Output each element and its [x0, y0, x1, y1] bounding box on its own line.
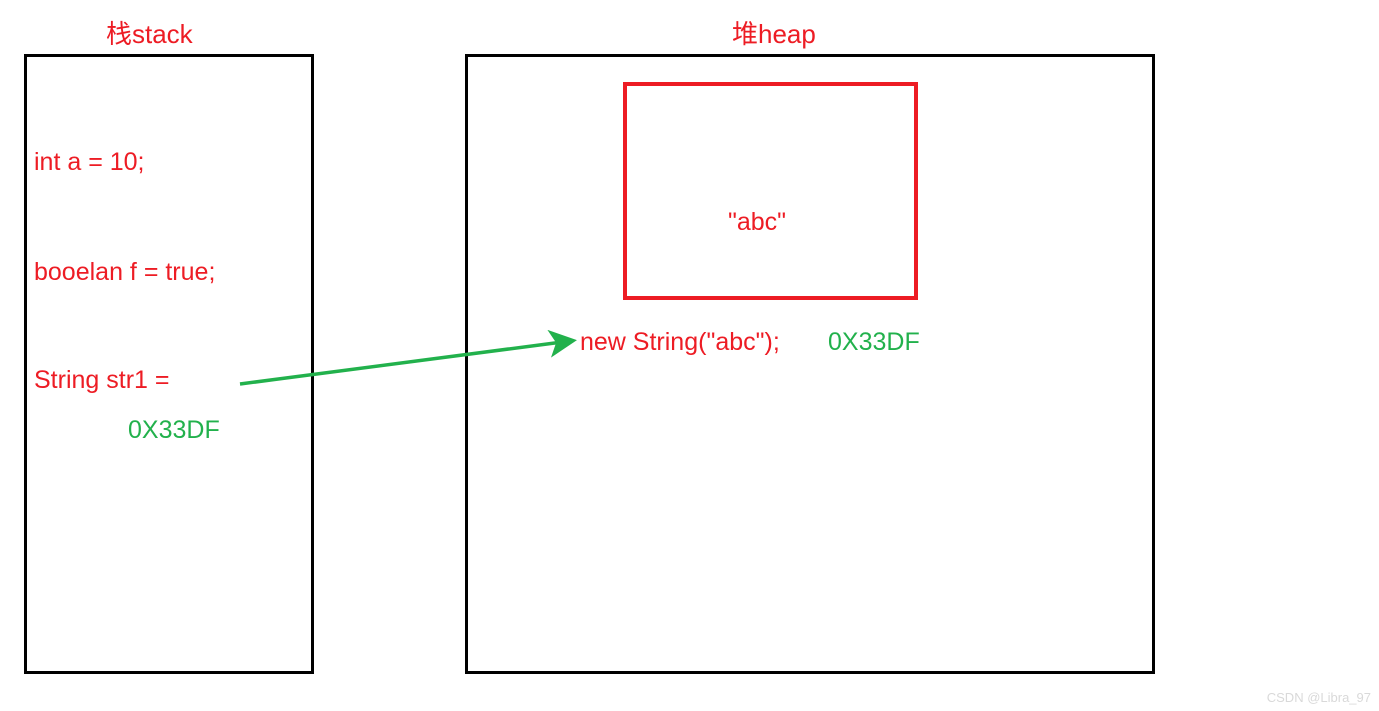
heap-title: 堆heap	[732, 14, 816, 51]
stack-title: 栈stack	[106, 14, 193, 51]
stack-line-boolean-f: booelan f = true;	[34, 258, 215, 287]
stack-box	[24, 54, 314, 674]
stack-address: 0X33DF	[128, 416, 220, 445]
watermark: CSDN @Libra_97	[1267, 690, 1371, 705]
stack-line-int-a: int a = 10;	[34, 148, 145, 177]
stack-line-str1: String str1 =	[34, 366, 169, 395]
heap-new-string: new String("abc");	[580, 328, 780, 357]
string-pool-box	[623, 82, 918, 300]
heap-address: 0X33DF	[828, 328, 920, 357]
heap-abc-literal: "abc"	[728, 208, 786, 237]
